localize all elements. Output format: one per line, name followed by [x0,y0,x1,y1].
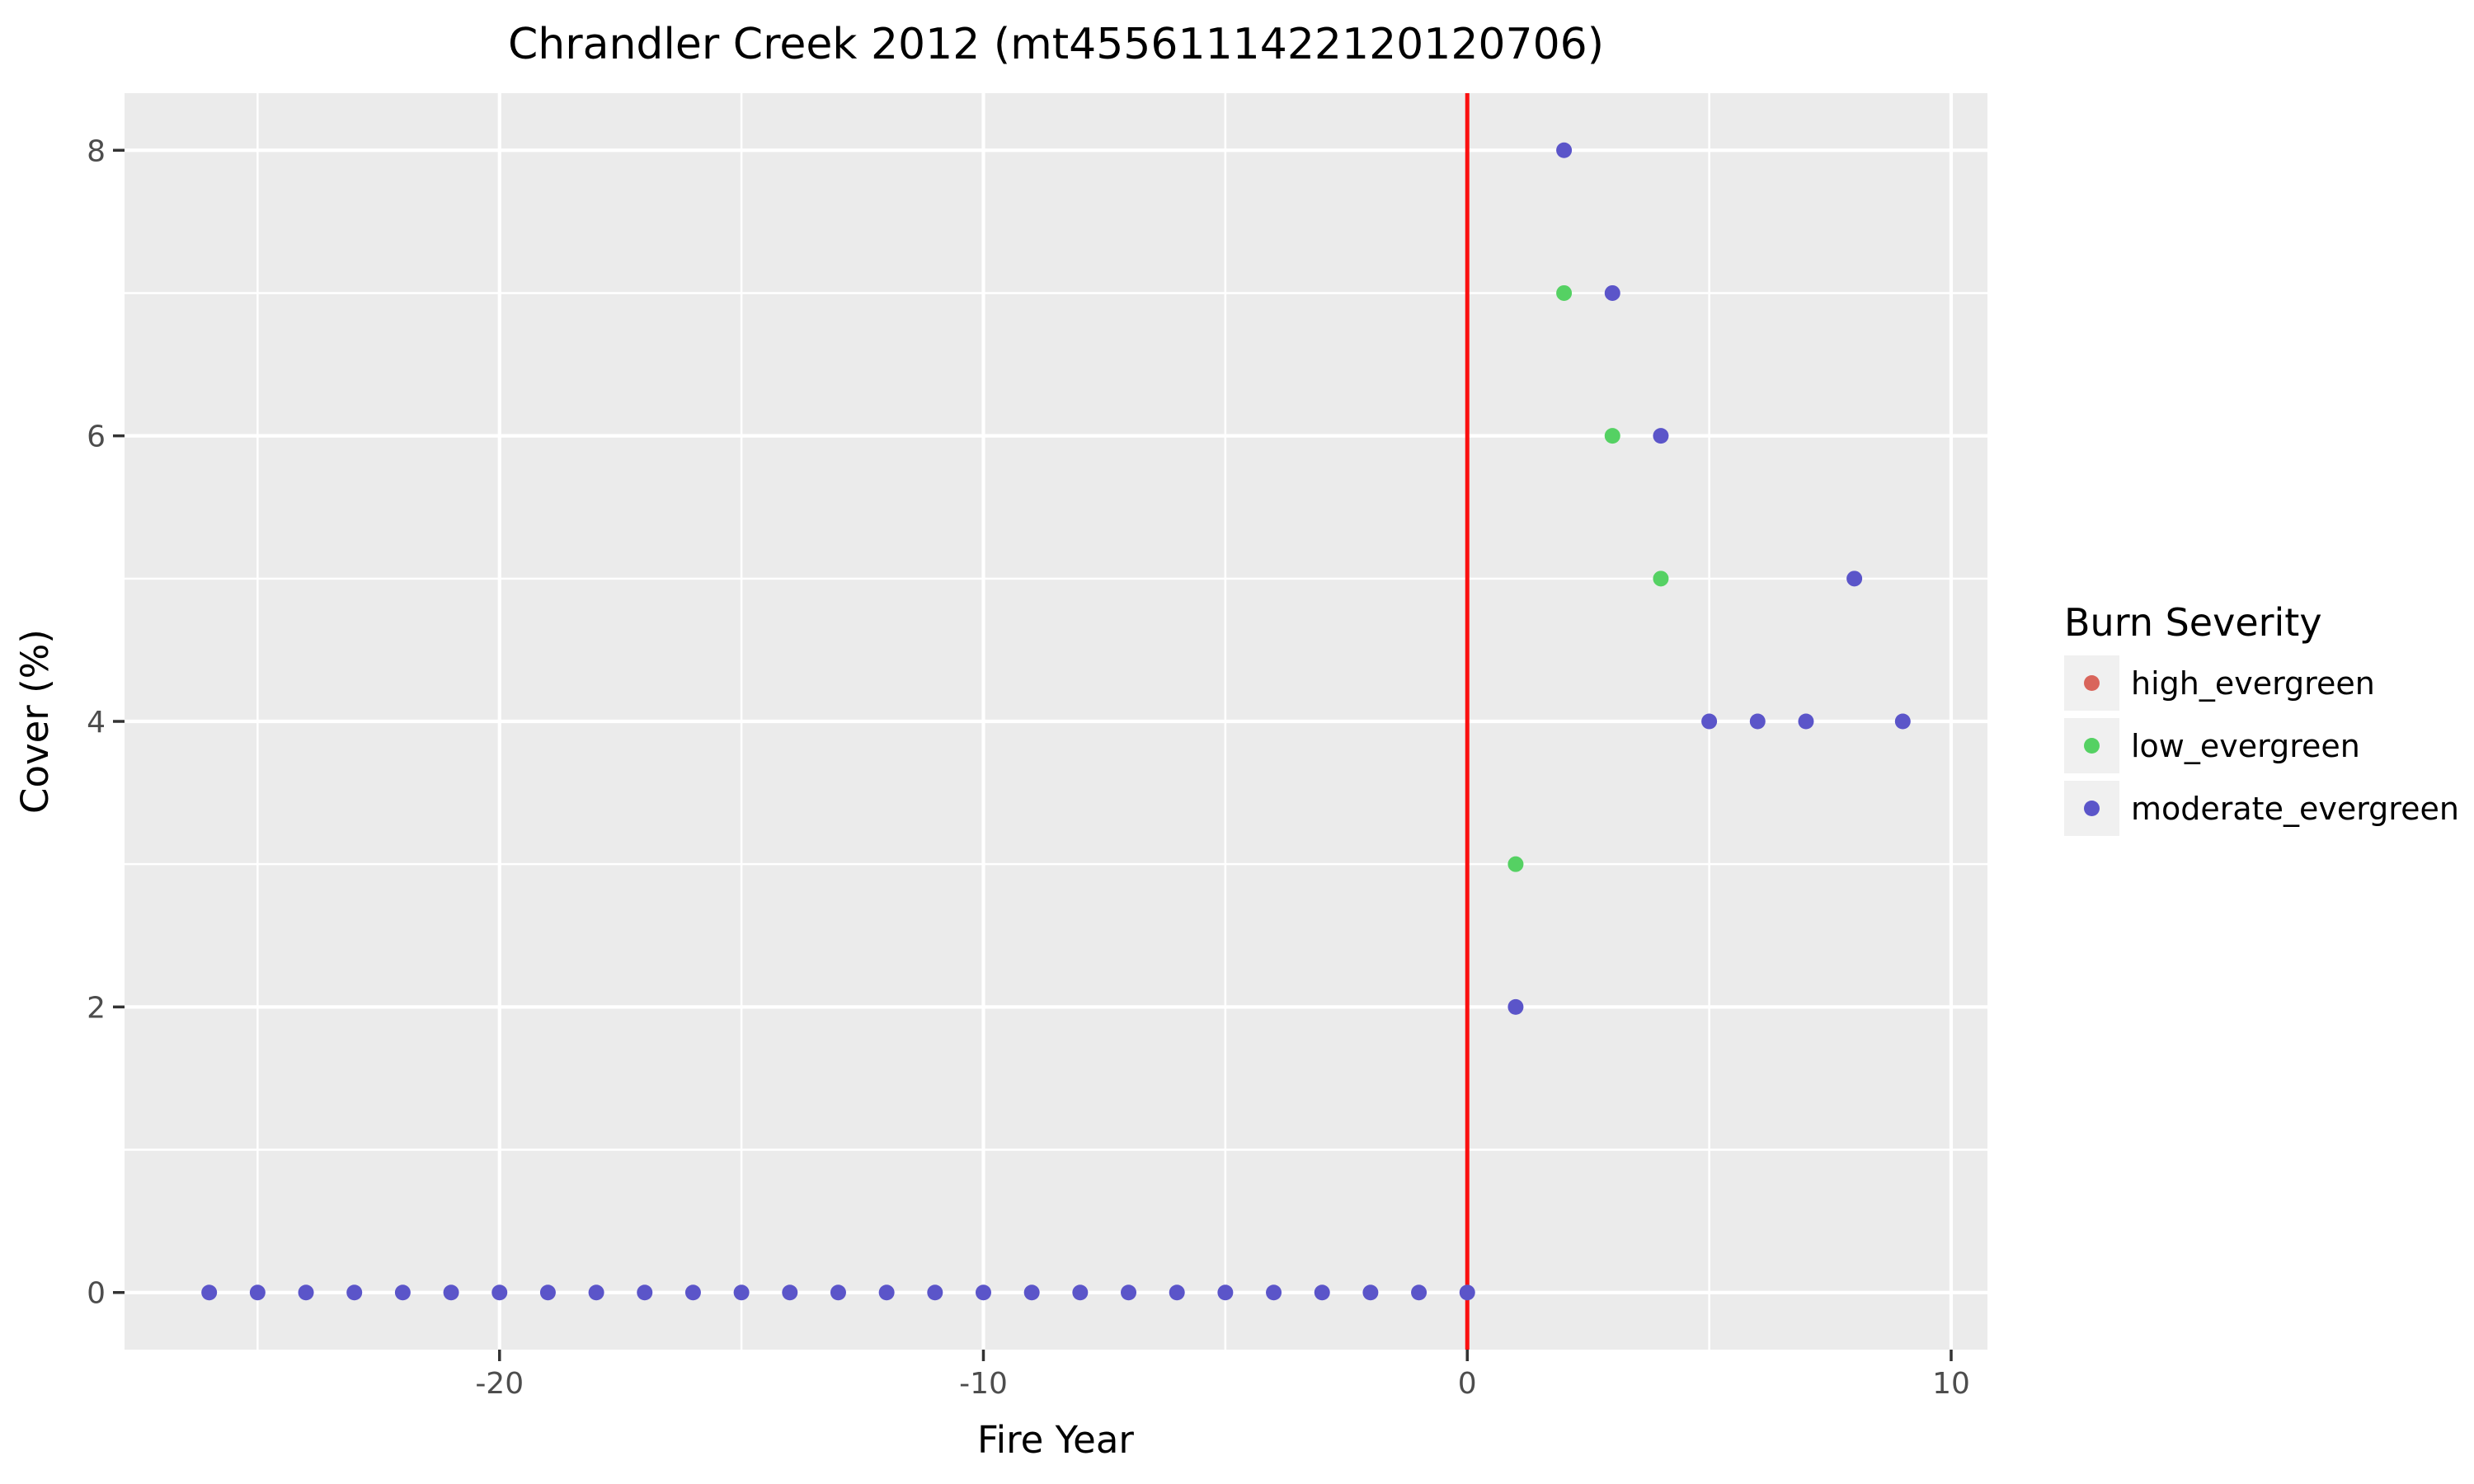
x-tick-label: -20 [475,1367,524,1401]
data-point-moderate_evergreen [1362,1284,1379,1301]
x-tick-label: -10 [959,1367,1008,1401]
data-point-moderate_evergreen [1701,713,1718,730]
data-point-moderate_evergreen [1507,998,1524,1015]
legend-title: Burn Severity [2064,600,2322,645]
legend-item-label: moderate_evergreen [2131,790,2459,827]
legend-marker-low-evergreen [2084,738,2100,754]
data-point-moderate_evergreen [1314,1284,1330,1301]
data-point-moderate_evergreen [1459,1284,1475,1301]
y-axis-title: Cover (%) [13,629,57,814]
x-tick-label: 10 [1932,1367,1970,1401]
data-point-moderate_evergreen [1653,428,1669,444]
data-point-moderate_evergreen [249,1284,266,1301]
data-point-moderate_evergreen [443,1284,459,1301]
data-point-low_evergreen [1653,571,1669,587]
y-tick-label: 4 [87,706,106,740]
data-point-moderate_evergreen [298,1284,314,1301]
data-point-low_evergreen [1604,428,1620,444]
data-point-moderate_evergreen [637,1284,653,1301]
chart-layer: -20 -10 0 10 0 2 4 6 8 [87,93,1987,1401]
data-point-moderate_evergreen [201,1284,218,1301]
legend-item-label: high_evergreen [2131,665,2375,702]
legend: Burn Severity high_evergreen low_evergre… [2064,598,2459,843]
data-point-moderate_evergreen [1556,142,1573,158]
data-point-moderate_evergreen [1266,1284,1282,1301]
data-point-moderate_evergreen [782,1284,798,1301]
data-point-moderate_evergreen [1846,571,1863,587]
data-point-low_evergreen [1507,856,1524,872]
data-point-moderate_evergreen [975,1284,991,1301]
data-point-moderate_evergreen [1798,713,1814,730]
legend-marker-moderate-evergreen [2084,801,2100,816]
data-point-moderate_evergreen [1169,1284,1185,1301]
legend-key-box [2064,718,2119,773]
data-point-moderate_evergreen [394,1284,411,1301]
data-point-moderate_evergreen [588,1284,604,1301]
data-point-moderate_evergreen [684,1284,701,1301]
legend-marker-high-evergreen [2084,675,2100,691]
data-point-moderate_evergreen [733,1284,750,1301]
data-point-moderate_evergreen [927,1284,943,1301]
data-point-moderate_evergreen [1072,1284,1089,1301]
data-point-low_evergreen [1556,284,1573,301]
y-tick-label: 0 [87,1277,106,1311]
legend-item-high-evergreen: high_evergreen [2064,655,2459,711]
legend-key-box [2064,655,2119,711]
data-point-moderate_evergreen [492,1284,508,1301]
data-point-moderate_evergreen [1023,1284,1040,1301]
data-point-moderate_evergreen [346,1284,363,1301]
legend-item-moderate-evergreen: moderate_evergreen [2064,781,2459,836]
data-point-moderate_evergreen [1894,713,1911,730]
data-point-moderate_evergreen [1749,713,1766,730]
x-tick-label: 0 [1458,1367,1477,1401]
data-point-moderate_evergreen [1217,1284,1234,1301]
legend-item-low-evergreen: low_evergreen [2064,718,2459,773]
legend-item-label: low_evergreen [2131,727,2360,764]
data-point-moderate_evergreen [1604,284,1620,301]
data-point-moderate_evergreen [1121,1284,1137,1301]
y-tick-label: 2 [87,991,106,1025]
y-tick-label: 6 [87,420,106,454]
plot-title: Chrandler Creek 2012 (mt4556111422120120… [507,20,1605,69]
data-point-moderate_evergreen [1411,1284,1427,1301]
x-axis-title: Fire Year [977,1418,1134,1462]
data-point-moderate_evergreen [539,1284,556,1301]
legend-key-box [2064,781,2119,836]
data-point-moderate_evergreen [830,1284,846,1301]
data-point-moderate_evergreen [878,1284,895,1301]
y-tick-label: 8 [87,134,106,168]
